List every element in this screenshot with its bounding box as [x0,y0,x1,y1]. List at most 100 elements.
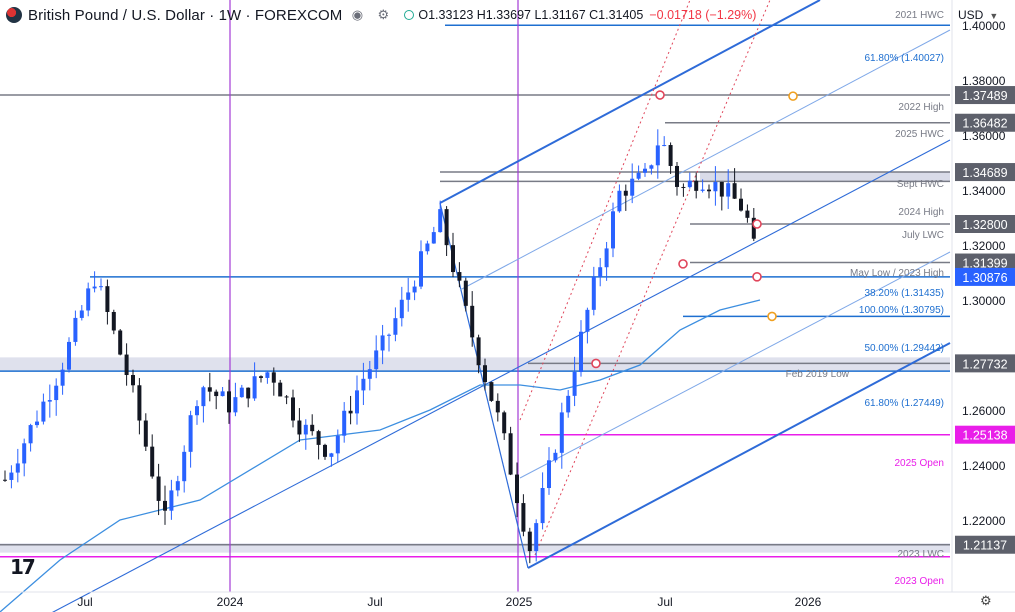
candle-body [124,354,129,376]
level-annotation: Sept HWC [897,179,944,190]
candle-body [105,286,110,312]
candle-body [630,178,635,196]
pivot-marker [678,259,688,269]
candle-body [201,387,206,407]
level-annotation: 2024 High [898,207,944,218]
candle-body [227,391,231,413]
candle-body [131,375,135,386]
candle-body [239,387,244,398]
candle-body [92,286,97,289]
price-change: −0.01718 (−1.29%) [649,8,757,22]
candle-body [431,232,436,244]
level-annotation: 50.00% (1.29442) [864,343,944,354]
candle-body [284,396,289,398]
candle-body [419,251,423,287]
red-dotted-line-2 [534,0,771,556]
candle-body [559,412,564,453]
candle-body [342,410,347,436]
level-annotation: May Low / 2023 High [850,268,944,279]
x-tick-label: Jul [657,595,672,609]
candle-body [719,181,724,197]
x-tick-label: 2024 [217,595,244,609]
candle-body [169,490,174,511]
price-tag-label: 1.21137 [963,539,1007,553]
candle-body [361,378,366,391]
candle-body [457,272,462,281]
y-tick-label: 1.32000 [962,239,1006,253]
level-annotation: July LWC [902,230,944,241]
candle-body [707,189,711,192]
candle-body [348,410,353,414]
candle-body [297,420,302,435]
candle-body [412,286,417,293]
y-tick-label: 1.38000 [962,74,1006,88]
candle-body [694,180,699,191]
candle-body [553,452,558,461]
candle-body [15,463,20,473]
price-tag-box [955,113,1015,132]
level-annotation: 2023 LWC [897,549,944,560]
fib-fan-line-lower [519,251,951,479]
price-tag-label: 1.31399 [962,257,1007,271]
y-tick-label: 1.24000 [962,459,1006,473]
candle-body [380,335,385,351]
price-tag-label: 1.25138 [962,429,1007,443]
candle-body [233,397,238,413]
candle-body [643,168,647,173]
candle-body [271,372,276,383]
x-tick-label: Jul [77,595,92,609]
level-annotation: 2021 HWC [895,10,944,21]
chart-legend: British Pound / U.S. Dollar · 1W · FOREX… [6,4,756,26]
settings-icon[interactable]: ⚙ [377,7,390,22]
red-dotted-line-1 [519,0,691,421]
candle-body [598,267,603,277]
price-tag-label: 1.37489 [962,89,1007,103]
price-tag-label: 1.32800 [962,218,1007,232]
candle-body [495,400,500,413]
candle-body [713,181,718,192]
y-tick-label: 1.30000 [962,294,1006,308]
candle-body [3,479,7,481]
candle-body [316,431,321,445]
candle-body [278,382,283,397]
y-tick-label: 1.22000 [962,514,1006,528]
pivot-marker [767,311,777,322]
candle-body [182,451,187,482]
candle-body [111,311,116,331]
axis-settings-icon[interactable]: ⚙ [980,593,992,608]
price-tag-box [955,267,1015,286]
price-tag-box [955,253,1015,272]
candle-body [163,500,167,511]
channel-lower-line [527,342,951,569]
candle-body [374,350,379,370]
eye-icon[interactable]: ◉ [351,7,364,22]
candle-body [150,446,155,477]
price-tag-box [955,215,1015,233]
currency-selector[interactable]: USD ▼ [958,8,998,22]
candle-body [675,165,679,187]
zone-sept-hwc [700,172,950,182]
candle-body [617,190,622,212]
candle-body [387,334,391,336]
candle-body [137,385,142,421]
price-tag-box [955,535,1015,554]
candle-body [175,481,180,491]
candle-body [246,387,251,399]
candle-body [521,503,526,532]
x-tick-label: 2026 [795,595,822,609]
candle-body [323,444,327,457]
pivot-marker [752,219,762,229]
candle-body [79,310,84,318]
level-annotation: 61.80% (1.40027) [864,53,944,64]
pivot-marker [655,90,665,100]
candle-body [406,292,411,300]
level-annotation: 2022 High [898,102,944,113]
candle-body [399,299,404,319]
candle-body [355,390,359,414]
chevron-down-icon: ▼ [989,11,999,21]
price-tag-label: 1.34689 [962,166,1007,180]
candle-body [73,317,78,342]
candle-body [438,209,443,233]
candle-body [649,165,654,169]
